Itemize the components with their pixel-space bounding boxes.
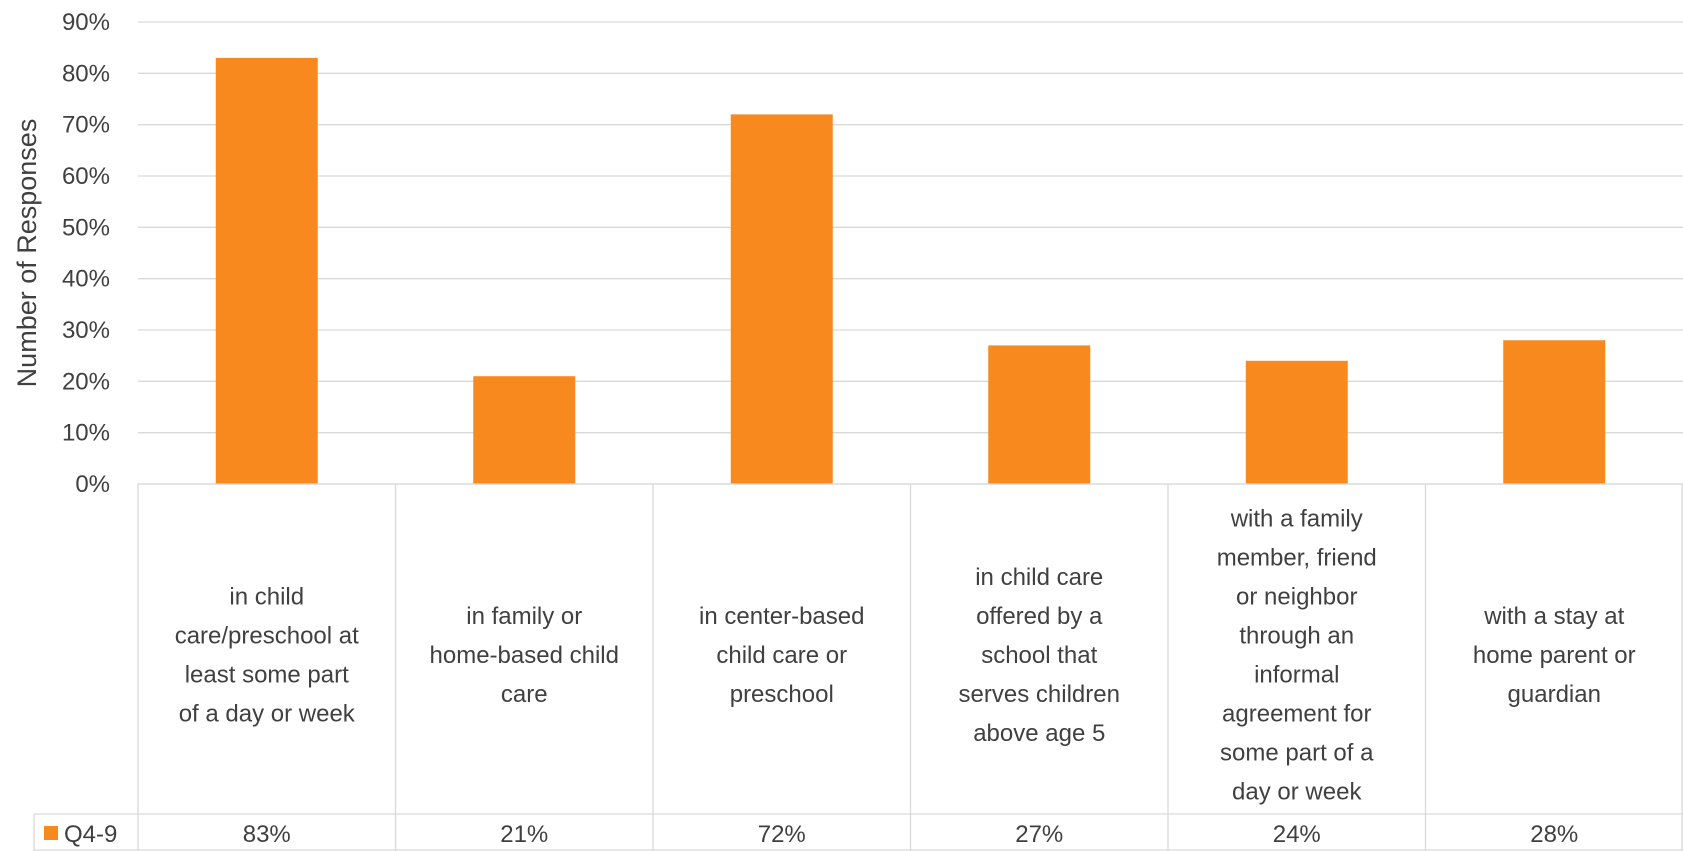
y-tick-label: 90% — [62, 9, 110, 36]
bars — [215, 57, 1606, 485]
data-value-label: 28% — [1530, 821, 1578, 848]
data-table: in child care/preschool at least some part… — [33, 483, 1683, 851]
y-tick-label: 70% — [62, 112, 110, 139]
category-label: through an — [1239, 623, 1354, 650]
category-label: agreement for — [1222, 701, 1371, 728]
data-value-label: 83% — [243, 821, 291, 848]
category-label: some part of a — [1220, 740, 1374, 767]
category-label: in family or — [466, 603, 582, 630]
category-label: day or week — [1232, 779, 1362, 806]
y-tick-label: 20% — [62, 368, 110, 395]
category-label: guardian — [1508, 681, 1601, 708]
category-label: with a family — [1230, 506, 1363, 533]
category-label: in center-based — [699, 603, 864, 630]
category-label: home parent or — [1473, 642, 1636, 669]
legend-label: Q4-9 — [64, 821, 117, 848]
category-label: in child — [229, 584, 304, 611]
y-tick-label: 60% — [62, 163, 110, 190]
y-tick-label: 80% — [62, 60, 110, 87]
category-label: above age 5 — [973, 720, 1105, 747]
category-label: care — [501, 681, 548, 708]
bar — [730, 114, 833, 485]
category-label: of a day or week — [179, 701, 356, 728]
category-label: school that — [981, 642, 1097, 669]
bar — [1503, 340, 1606, 484]
legend-swatch — [44, 826, 58, 840]
category-label: member, friend — [1217, 545, 1377, 572]
data-value-label: 24% — [1273, 821, 1321, 848]
y-axis-ticks: 0% 10% 20% 30% 40% 50% 60% 70% 80% 90% — [62, 9, 110, 498]
bar — [988, 345, 1091, 484]
y-tick-label: 40% — [62, 266, 110, 293]
category-label: or neighbor — [1236, 584, 1357, 611]
category-label: informal — [1254, 662, 1339, 689]
category-label: home-based child — [430, 642, 619, 669]
category-label: preschool — [730, 681, 834, 708]
bar — [215, 57, 318, 484]
category-label: offered by a — [976, 603, 1103, 630]
y-tick-label: 0% — [75, 471, 110, 498]
y-tick-label: 30% — [62, 317, 110, 344]
data-value-label: 72% — [758, 821, 806, 848]
category-label: child care or — [716, 642, 847, 669]
category-label: least some part — [185, 662, 349, 689]
y-axis-label: Number of Responses — [12, 119, 42, 388]
y-tick-label: 50% — [62, 214, 110, 241]
category-label: in child care — [975, 564, 1103, 591]
category-label: serves children — [959, 681, 1120, 708]
category-label: with a stay at — [1483, 603, 1624, 630]
data-value-label: 21% — [500, 821, 548, 848]
bar — [473, 376, 576, 484]
data-value-label: 27% — [1015, 821, 1063, 848]
legend: Q4-9 — [44, 821, 117, 848]
gridlines — [138, 21, 1683, 485]
y-tick-label: 10% — [62, 420, 110, 447]
bar — [1245, 360, 1348, 484]
category-label: care/preschool at — [175, 623, 359, 650]
